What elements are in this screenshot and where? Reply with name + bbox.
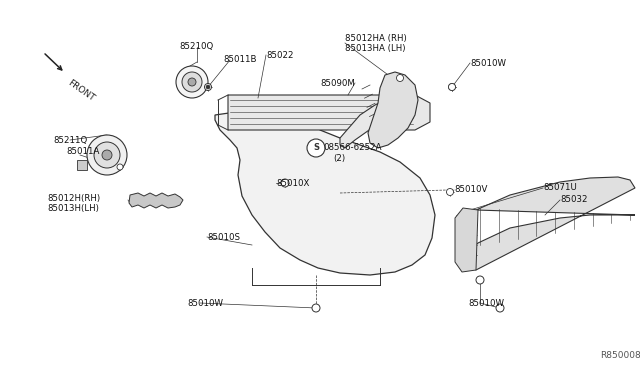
Text: 85013H(LH): 85013H(LH) bbox=[47, 203, 99, 212]
Polygon shape bbox=[215, 108, 435, 275]
Circle shape bbox=[449, 83, 456, 90]
Circle shape bbox=[449, 83, 456, 90]
Polygon shape bbox=[228, 95, 430, 130]
Text: 85010X: 85010X bbox=[276, 179, 309, 187]
Text: 85011B: 85011B bbox=[223, 55, 257, 64]
Text: 85032: 85032 bbox=[560, 196, 588, 205]
Text: 85010V: 85010V bbox=[454, 186, 488, 195]
Polygon shape bbox=[465, 177, 635, 270]
Circle shape bbox=[397, 74, 403, 81]
Circle shape bbox=[307, 139, 325, 157]
Circle shape bbox=[206, 85, 210, 89]
Text: 85010W: 85010W bbox=[468, 298, 504, 308]
Polygon shape bbox=[129, 193, 183, 208]
Text: S: S bbox=[313, 144, 319, 153]
Circle shape bbox=[496, 304, 504, 312]
Circle shape bbox=[188, 78, 196, 86]
Text: 85090M: 85090M bbox=[320, 78, 355, 87]
Circle shape bbox=[94, 142, 120, 168]
Circle shape bbox=[312, 304, 320, 312]
Circle shape bbox=[176, 66, 208, 98]
Circle shape bbox=[117, 164, 123, 170]
Text: 85012H(RH): 85012H(RH) bbox=[47, 193, 100, 202]
Circle shape bbox=[87, 135, 127, 175]
Text: (2): (2) bbox=[333, 154, 345, 164]
Polygon shape bbox=[368, 72, 418, 148]
Text: 85022: 85022 bbox=[266, 51, 294, 60]
Text: 85011A: 85011A bbox=[66, 148, 99, 157]
Text: 85010W: 85010W bbox=[470, 58, 506, 67]
Text: FRONT: FRONT bbox=[66, 78, 96, 103]
Circle shape bbox=[447, 189, 454, 196]
Polygon shape bbox=[340, 100, 390, 148]
Text: 85010W: 85010W bbox=[187, 298, 223, 308]
Text: 85210Q: 85210Q bbox=[180, 42, 214, 51]
Circle shape bbox=[182, 72, 202, 92]
Text: 85071U: 85071U bbox=[543, 183, 577, 192]
Circle shape bbox=[205, 83, 211, 90]
Polygon shape bbox=[455, 208, 478, 272]
Circle shape bbox=[102, 150, 112, 160]
Text: 85010S: 85010S bbox=[207, 232, 240, 241]
Text: 85013HA (LH): 85013HA (LH) bbox=[345, 44, 406, 52]
Text: R8500087: R8500087 bbox=[600, 350, 640, 359]
Circle shape bbox=[476, 276, 484, 284]
Text: 08566-6252A: 08566-6252A bbox=[323, 144, 381, 153]
Circle shape bbox=[281, 179, 289, 187]
Text: 85211Q: 85211Q bbox=[53, 135, 87, 144]
Text: 85012HA (RH): 85012HA (RH) bbox=[345, 33, 407, 42]
Polygon shape bbox=[77, 160, 87, 170]
